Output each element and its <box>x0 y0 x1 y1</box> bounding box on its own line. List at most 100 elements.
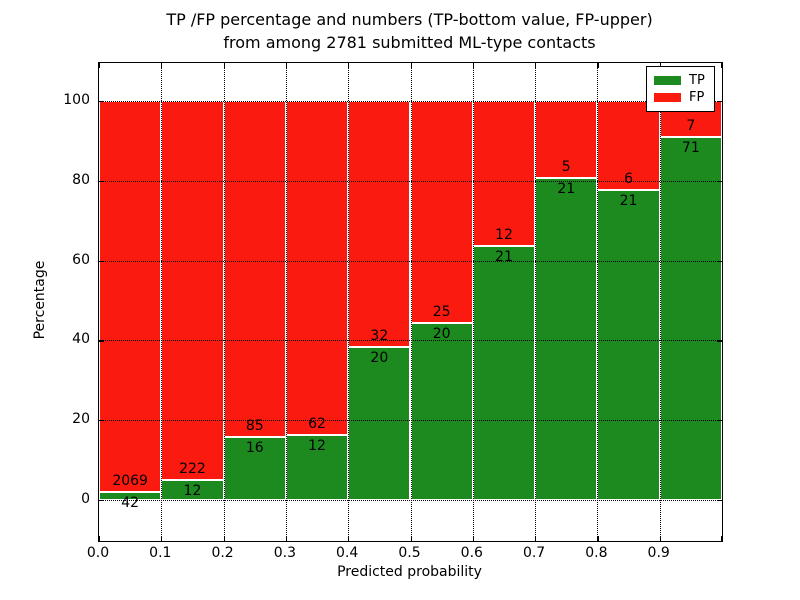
tp-legend-swatch-icon <box>654 76 681 85</box>
x-gridline <box>659 63 661 541</box>
y-tick <box>99 500 104 502</box>
fp-count-label: 32 <box>370 327 389 344</box>
x-tick-label: 0.9 <box>647 545 670 561</box>
x-tick <box>99 536 101 541</box>
x-tick <box>535 63 537 68</box>
x-tick <box>348 63 350 68</box>
x-tick <box>161 63 163 68</box>
tp-bar-segment <box>535 177 598 500</box>
x-tick <box>597 63 599 68</box>
x-tick <box>720 63 722 68</box>
x-tick <box>535 536 537 541</box>
x-tick <box>597 536 599 541</box>
fp-bar-segment <box>410 101 473 323</box>
y-tick <box>717 260 722 262</box>
tp-count-label: 21 <box>495 249 513 266</box>
x-tick-label: 0.8 <box>585 545 608 561</box>
x-tick-label: 0.4 <box>336 545 359 561</box>
tp-count-label: 12 <box>183 482 202 499</box>
y-tick-label: 60 <box>72 251 90 268</box>
legend-item-tp: TP <box>654 72 714 89</box>
x-axis-label: Predicted probability <box>337 564 482 580</box>
x-tick <box>285 63 288 68</box>
tp-bar-segment <box>285 435 349 500</box>
x-gridline <box>410 63 412 541</box>
x-tick-label: 0.5 <box>398 545 421 561</box>
legend-label-tp: TP <box>689 73 705 88</box>
fp-count-label: 2069 <box>112 473 148 490</box>
tp-bar-segment <box>410 322 473 500</box>
legend: TP FP <box>646 66 715 112</box>
tp-count-label: 20 <box>370 349 389 366</box>
x-tick <box>410 63 412 68</box>
x-tick-label: 0.3 <box>273 545 297 561</box>
fp-count-label: 5 <box>561 158 571 175</box>
x-gridline <box>348 63 350 541</box>
chart-title: TP /FP percentage and numbers (TP-bottom… <box>98 8 721 54</box>
x-tick-label: 0.6 <box>460 545 483 561</box>
x-tick <box>99 63 101 68</box>
x-tick <box>161 536 163 541</box>
tp-count-label: 71 <box>681 139 700 156</box>
y-tick-label: 100 <box>63 92 90 108</box>
chart-title-line2: from among 2781 submitted ML-type contac… <box>223 33 596 52</box>
fp-bar-segment <box>348 101 411 347</box>
chart-title-line1: TP /FP percentage and numbers (TP-bottom… <box>166 10 653 29</box>
y-tick-label: 40 <box>72 331 90 348</box>
tp-bar-segment <box>597 189 660 500</box>
x-tick <box>348 536 350 541</box>
x-tick <box>410 536 412 541</box>
x-tick <box>472 63 474 68</box>
x-gridline <box>285 63 287 541</box>
tp-bar-segment <box>348 346 411 500</box>
y-tick <box>99 420 104 422</box>
y-tick <box>717 101 722 103</box>
x-tick-label: 0.1 <box>149 545 172 561</box>
fp-count-label: 62 <box>308 416 326 433</box>
tp-bar-segment <box>223 436 286 500</box>
x-tick-label: 0.7 <box>522 545 546 561</box>
x-tick <box>285 536 288 541</box>
y-tick <box>717 420 722 422</box>
y-tick <box>99 340 104 342</box>
x-gridline <box>472 63 474 541</box>
legend-label-fp: FP <box>689 90 705 105</box>
y-tick <box>717 180 722 182</box>
x-tick <box>223 63 225 68</box>
fp-legend-swatch-icon <box>654 93 681 102</box>
x-gridline <box>535 63 537 541</box>
tp-count-label: 16 <box>245 439 264 456</box>
fp-bar-segment <box>285 101 349 436</box>
y-tick <box>99 101 104 103</box>
fp-bar-segment <box>223 101 286 437</box>
x-tick <box>659 536 661 541</box>
fp-count-label: 6 <box>624 170 633 187</box>
x-gridline <box>223 63 225 541</box>
fp-bar-segment <box>161 101 224 480</box>
x-gridline <box>161 63 163 541</box>
y-tick-label: 0 <box>81 491 90 507</box>
fp-count-label: 7 <box>686 117 696 134</box>
plot-area: TP FP 2069 42 222 12 85 16 62 12 32 20 25 20 12 21 5 21… <box>98 62 723 542</box>
y-tick-label: 20 <box>72 411 90 428</box>
x-tick-label: 0.0 <box>86 545 110 561</box>
fp-count-label: 25 <box>432 303 451 320</box>
tp-count-label: 21 <box>557 180 576 197</box>
tp-count-label: 42 <box>121 495 140 512</box>
x-tick <box>659 63 661 68</box>
tp-count-label: 20 <box>432 325 451 342</box>
x-gridline <box>597 63 599 541</box>
fp-count-label: 12 <box>495 227 513 244</box>
fp-bar-segment <box>99 101 162 493</box>
y-tick <box>99 260 104 262</box>
x-tick-label: 0.2 <box>211 545 234 561</box>
fp-count-label: 85 <box>245 417 264 434</box>
tp-bar-segment <box>659 136 722 500</box>
y-tick <box>717 340 722 342</box>
x-tick <box>472 536 474 541</box>
y-axis-label: Percentage <box>32 260 48 340</box>
fp-bar-segment <box>472 101 536 247</box>
y-tick <box>717 500 722 502</box>
fp-count-label: 222 <box>179 460 206 477</box>
